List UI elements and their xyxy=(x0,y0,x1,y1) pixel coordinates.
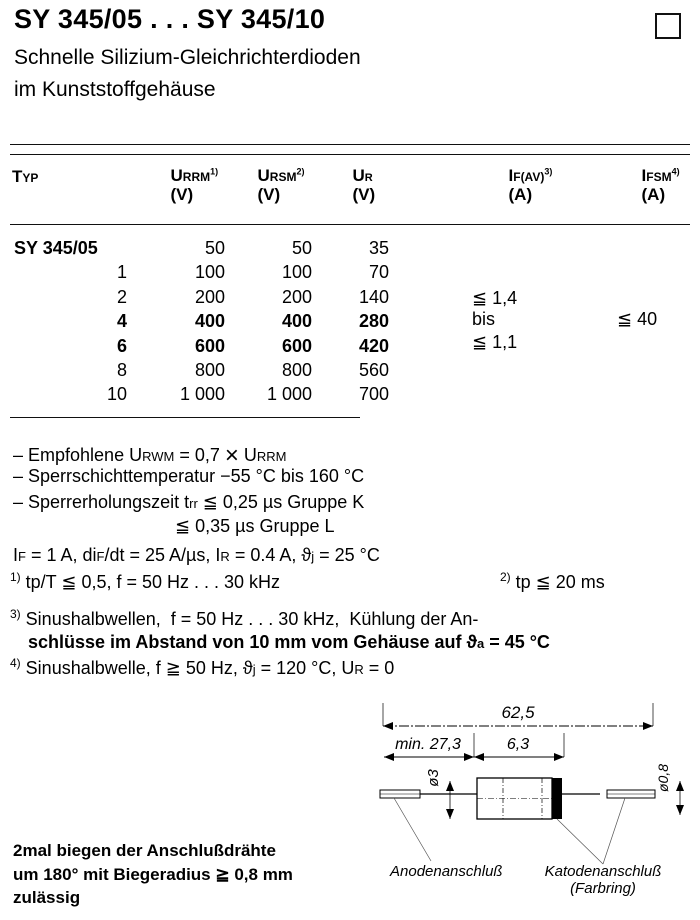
svg-text:ø3: ø3 xyxy=(425,769,442,787)
svg-text:62,5: 62,5 xyxy=(501,703,535,722)
svg-text:min. 27,3: min. 27,3 xyxy=(395,736,461,753)
svg-text:6,3: 6,3 xyxy=(507,736,529,753)
svg-text:ø0,8: ø0,8 xyxy=(655,764,671,792)
